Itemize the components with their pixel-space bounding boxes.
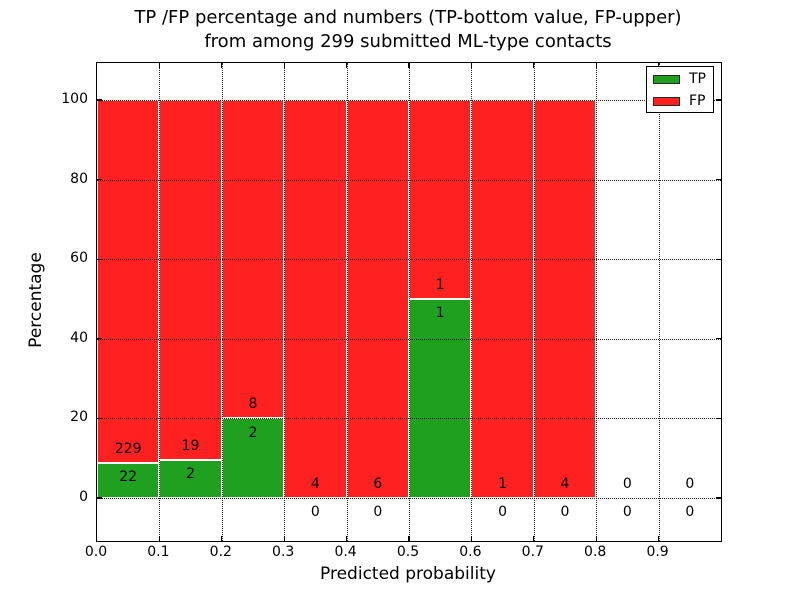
- x-gridline-0.7: [533, 63, 535, 541]
- y-tick-right-80: [716, 178, 721, 181]
- x-tick-top-0.8: [595, 63, 597, 68]
- bar-segment-fp-5: [409, 100, 472, 299]
- y-tick-label-100: 100: [61, 91, 88, 107]
- x-tick-top-0.3: [283, 63, 285, 68]
- x-gridline-0.8: [596, 63, 598, 541]
- legend: TP FP: [646, 66, 714, 113]
- x-gridline-0.6: [471, 63, 473, 541]
- plot-area: 229 22 19 2 8 2 4 0 6 0 1 1 1 0 4 0 0 0 0 0: [96, 62, 722, 542]
- tp-count-label-6: 0: [498, 504, 508, 521]
- x-tick-top-0.2: [221, 63, 223, 68]
- y-tick-left-0: [97, 497, 102, 499]
- x-tick-label-0.7: 0.7: [521, 544, 544, 560]
- chart-title-line1: TP /FP percentage and numbers (TP-bottom…: [134, 7, 682, 28]
- y-tick-label-20: 20: [70, 409, 88, 426]
- y-tick-label-0: 0: [79, 489, 88, 506]
- x-tick-label-0.1: 0.1: [147, 544, 170, 560]
- x-tick-bottom-0.3: [283, 536, 285, 541]
- x-tick-bottom-0.4: [345, 536, 348, 541]
- y-tick-left-100: [97, 99, 102, 101]
- tp-count-label-1: 2: [186, 466, 196, 483]
- x-tick-bottom-0.7: [533, 536, 535, 541]
- fp-count-label-2: 8: [248, 396, 258, 413]
- x-gridline-0.4: [346, 63, 348, 541]
- x-tick-label-0.6: 0.6: [459, 544, 482, 560]
- y-tick-label-40: 40: [70, 329, 88, 346]
- x-axis-label: Predicted probability: [320, 564, 496, 584]
- y-tick-right-40: [716, 338, 721, 340]
- x-tick-top-0.1: [158, 63, 161, 68]
- tp-count-label-5: 1: [435, 305, 445, 322]
- y-tick-right-100: [716, 99, 721, 101]
- y-tick-right-20: [716, 417, 721, 420]
- fp-count-label-8: 0: [622, 476, 632, 493]
- bar-segment-fp-1: [159, 100, 222, 461]
- tp-count-label-0: 22: [119, 469, 138, 486]
- y-tick-left-80: [97, 178, 102, 181]
- x-tick-label-0.4: 0.4: [334, 544, 357, 560]
- bar-segment-fp-7: [533, 100, 597, 498]
- bar-segment-fp-4: [346, 100, 409, 498]
- fp-count-label-9: 0: [685, 476, 695, 493]
- x-tick-label-0.5: 0.5: [396, 544, 420, 560]
- x-tick-top-0.5: [408, 63, 410, 68]
- bar-segment-fp-3: [284, 100, 347, 498]
- tp-count-label-9: 0: [685, 504, 695, 521]
- legend-label-tp: TP: [689, 71, 706, 87]
- y-tick-label-80: 80: [70, 170, 88, 187]
- fp-count-label-4: 6: [373, 476, 383, 493]
- tp-count-label-3: 0: [310, 504, 320, 521]
- x-tick-label-0.3: 0.3: [272, 544, 295, 560]
- x-gridline-0.3: [284, 63, 286, 541]
- chart-title: TP /FP percentage and numbers (TP-bottom…: [96, 6, 720, 54]
- x-tick-label-0.0: 0.0: [84, 544, 108, 560]
- fp-count-label-5: 1: [435, 277, 445, 294]
- y-tick-left-40: [97, 338, 102, 340]
- x-tick-bottom-0.2: [221, 536, 223, 541]
- x-tick-top-0.7: [533, 63, 535, 68]
- bar-segment-fp-6: [471, 100, 534, 498]
- x-tick-top-0.9: [657, 63, 660, 68]
- fp-count-label-3: 4: [310, 476, 320, 493]
- x-tick-label-0.9: 0.9: [646, 544, 669, 560]
- bar-segment-fp-2: [221, 100, 285, 419]
- chart-title-line2: from among 299 submitted ML-type contact…: [204, 31, 612, 52]
- tp-count-label-8: 0: [622, 504, 632, 521]
- x-gridline-0.5: [409, 63, 410, 541]
- x-gridline-0.9: [658, 63, 660, 541]
- bar-segment-tp-1: [159, 460, 222, 498]
- bar-segment-fp-0: [97, 100, 160, 464]
- y-tick-right-60: [716, 258, 721, 260]
- x-tick-bottom-0.9: [657, 536, 660, 541]
- x-gridline-0.2: [221, 63, 223, 541]
- bar-segment-tp-5: [409, 299, 472, 498]
- fp-count-label-1: 19: [181, 438, 200, 455]
- legend-label-fp: FP: [689, 93, 706, 109]
- x-tick-top-0.6: [470, 63, 473, 68]
- y-tick-right-0: [716, 497, 721, 499]
- x-tick-label-0.2: 0.2: [209, 544, 232, 560]
- bar-segment-tp-0: [97, 463, 160, 498]
- y-tick-left-60: [97, 258, 102, 260]
- x-tick-bottom-0.6: [470, 536, 473, 541]
- fp-count-label-0: 229: [114, 441, 142, 458]
- fp-count-label-7: 4: [560, 476, 570, 493]
- y-tick-left-20: [97, 417, 102, 420]
- tp-color-swatch: [653, 74, 680, 84]
- x-tick-label-0.8: 0.8: [584, 544, 607, 560]
- x-tick-bottom-0.1: [158, 536, 161, 541]
- x-tick-bottom-0.5: [408, 536, 410, 541]
- tp-count-label-2: 2: [248, 424, 258, 441]
- tp-count-label-7: 0: [560, 504, 570, 521]
- x-tick-bottom-0.8: [595, 536, 597, 541]
- x-gridline-0.1: [159, 63, 161, 541]
- fp-color-swatch: [653, 96, 680, 106]
- legend-row-fp: FP: [647, 91, 713, 111]
- y-tick-label-60: 60: [70, 250, 88, 267]
- legend-row-tp: TP: [647, 69, 713, 89]
- tp-count-label-4: 0: [373, 504, 383, 521]
- x-tick-top-0.4: [345, 63, 348, 68]
- fp-count-label-6: 1: [498, 476, 508, 493]
